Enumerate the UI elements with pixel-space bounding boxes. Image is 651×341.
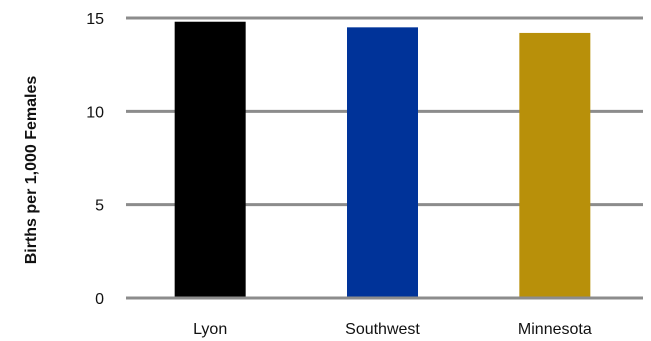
y-tick-label: 15 — [86, 11, 104, 28]
y-tick-label: 0 — [95, 291, 104, 308]
x-category-label: Southwest — [345, 321, 420, 338]
y-tick-label: 10 — [86, 104, 104, 121]
x-axis-categories: Lyon Southwest Minnesota — [193, 321, 592, 338]
x-category-label: Lyon — [193, 321, 227, 338]
bar-lyon — [174, 21, 246, 298]
y-tick-label: 5 — [95, 198, 104, 215]
y-axis-ticks: 0 5 10 15 — [86, 11, 104, 308]
bars — [126, 21, 643, 300]
bar-minnesota — [519, 32, 591, 298]
y-axis-title: Births per 1,000 Females — [23, 76, 40, 265]
x-category-label: Minnesota — [518, 321, 592, 338]
bar-southwest — [347, 27, 418, 298]
